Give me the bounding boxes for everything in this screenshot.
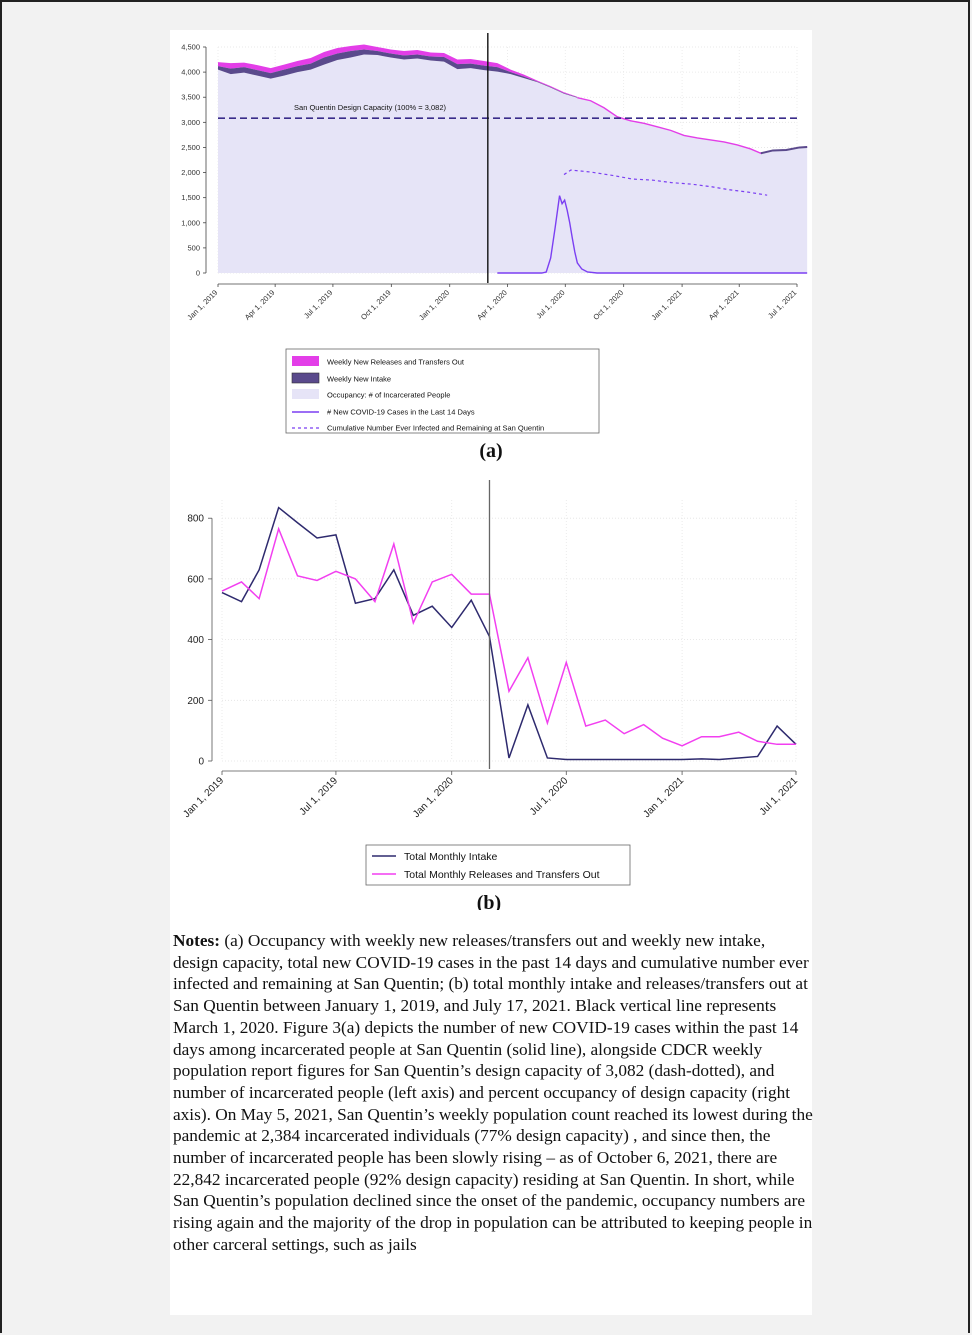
y-tick-label: 4,000 xyxy=(181,68,200,77)
y-tick-label: 0 xyxy=(196,269,200,278)
occupancy-line-2021 xyxy=(760,145,808,155)
chart-b-axes: 800 600 400 200 0 Jan 1, 2019 Jul 1, 2019 Jan 1… xyxy=(181,514,800,820)
x-tick-label: Jan 1, 2020 xyxy=(411,775,456,820)
chart-b-caption: (b) xyxy=(477,892,501,910)
legend-label: Occupancy: # of Incarcerated People xyxy=(327,391,450,400)
y-tick-label: 800 xyxy=(187,514,204,525)
chart-a-caption: (a) xyxy=(479,440,502,462)
monthly-releases-line xyxy=(221,526,796,747)
intake-band xyxy=(218,49,578,98)
monthly-intake-line xyxy=(221,506,797,761)
x-tick-label: Oct 1, 2019 xyxy=(359,288,393,322)
x-tick-label: Jan 1, 2021 xyxy=(649,288,683,322)
y-tick-label: 4,500 xyxy=(181,43,200,52)
x-tick-label: Jul 1, 2021 xyxy=(758,775,801,818)
x-tick-label: Oct 1, 2020 xyxy=(591,288,625,322)
x-tick-label: Jul 1, 2021 xyxy=(766,288,798,320)
legend-label: Total Monthly Intake xyxy=(404,851,498,863)
legend-label: Weekly New Intake xyxy=(327,375,391,384)
legend-swatch-intake xyxy=(291,372,320,384)
legend-box xyxy=(285,348,600,434)
notes-paragraph: Notes: (a) Occupancy with weekly new rel… xyxy=(173,930,813,1256)
y-tick-label: 2,500 xyxy=(181,143,200,152)
legend-swatch-occupancy xyxy=(292,389,319,399)
chart-a: 4,500 4,000 3,500 3,000 2,500 2,000 1,500 1,000… xyxy=(181,33,808,462)
x-tick-label: Jan 1, 2019 xyxy=(185,288,219,322)
x-tick-label: Jul 1, 2020 xyxy=(534,288,566,320)
y-tick-label: 1,500 xyxy=(181,193,200,202)
y-tick-label: 500 xyxy=(187,243,200,252)
y-tick-label: 2,000 xyxy=(181,168,200,177)
x-tick-label: Jul 1, 2020 xyxy=(528,775,571,818)
legend-label: # New COVID-19 Cases in the Last 14 Days xyxy=(327,408,475,417)
x-tick-label: Jul 1, 2019 xyxy=(298,775,341,818)
x-tick-label: Apr 1, 2019 xyxy=(243,288,277,322)
y-tick-label: 3,500 xyxy=(181,93,200,102)
y-tick-label: 600 xyxy=(187,574,204,585)
chart-b: 800 600 400 200 0 Jan 1, 2019 Jul 1, 2019 Jan 1… xyxy=(181,480,800,910)
notes-lead: Notes: xyxy=(173,931,221,950)
chart-a-areas xyxy=(218,44,808,274)
legend-label: Total Monthly Releases and Transfers Out xyxy=(404,869,600,881)
legend-label: Weekly New Releases and Transfers Out xyxy=(327,358,465,367)
chart-b-lines xyxy=(221,480,797,769)
chart-a-legend: Weekly New Releases and Transfers Out Wee… xyxy=(285,348,600,434)
covid-cases-line xyxy=(497,195,808,274)
x-tick-label: Jan 1, 2021 xyxy=(641,775,686,820)
legend-swatch-releases xyxy=(292,356,319,366)
cumulative-infected-line xyxy=(563,169,768,196)
x-tick-label: Jan 1, 2020 xyxy=(417,288,451,322)
notes-text: (a) Occupancy with weekly new releases/t… xyxy=(173,931,813,1254)
y-tick-label: 200 xyxy=(187,696,204,707)
x-tick-label: Jul 1, 2019 xyxy=(302,288,334,320)
legend-box xyxy=(365,844,631,886)
y-tick-label: 400 xyxy=(187,635,204,646)
y-tick-label: 1,000 xyxy=(181,218,200,227)
legend-label: Cumulative Number Ever Infected and Rema… xyxy=(327,424,544,433)
x-tick-label: Apr 1, 2020 xyxy=(475,288,509,322)
y-tick-label: 0 xyxy=(198,757,204,768)
y-tick-label: 3,000 xyxy=(181,118,200,127)
occupancy-area xyxy=(218,54,808,274)
x-tick-label: Jan 1, 2019 xyxy=(181,775,226,820)
capacity-label: San Quentin Design Capacity (100% = 3,08… xyxy=(294,103,446,112)
chart-a-lines xyxy=(218,33,808,283)
chart-b-grid xyxy=(221,500,797,762)
chart-b-legend: Total Monthly Intake Total Monthly Releas… xyxy=(365,844,631,886)
x-tick-label: Apr 1, 2021 xyxy=(707,288,741,322)
